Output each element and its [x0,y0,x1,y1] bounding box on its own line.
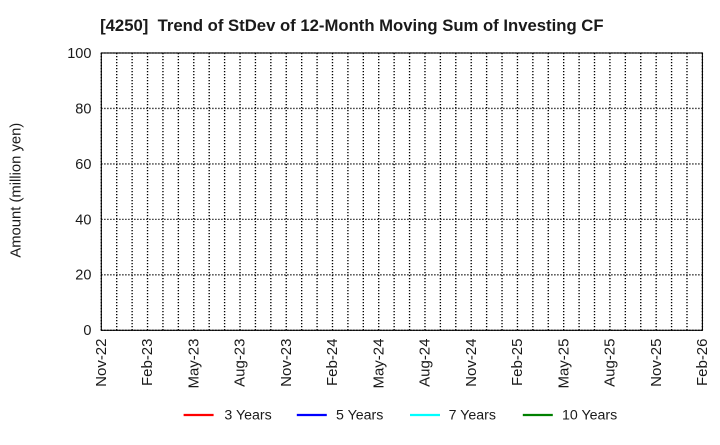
svg-text:0: 0 [83,323,91,339]
svg-text:[4250] Trend of StDev of 12-M: [4250] Trend of StDev of 12-Month Moving… [100,16,603,35]
svg-text:Nov-23: Nov-23 [278,339,295,387]
svg-text:40: 40 [75,212,91,228]
svg-text:Aug-23: Aug-23 [232,339,249,387]
svg-text:20: 20 [75,268,91,284]
svg-text:Feb-25: Feb-25 [509,339,526,387]
svg-text:May-23: May-23 [185,339,202,389]
svg-text:Amount (million yen): Amount (million yen) [9,123,25,258]
svg-text:7 Years: 7 Years [449,408,496,424]
svg-text:May-24: May-24 [370,339,387,389]
svg-text:Feb-23: Feb-23 [139,339,156,387]
svg-text:3 Years: 3 Years [224,408,271,424]
svg-text:60: 60 [75,157,91,173]
svg-text:Nov-24: Nov-24 [463,339,480,387]
svg-text:Nov-25: Nov-25 [648,339,665,387]
svg-text:Feb-24: Feb-24 [324,339,341,387]
svg-text:May-25: May-25 [555,339,572,389]
svg-text:Nov-22: Nov-22 [93,339,110,387]
svg-text:10 Years: 10 Years [562,408,617,424]
svg-text:Aug-24: Aug-24 [417,339,434,387]
svg-text:100: 100 [67,46,91,62]
svg-text:Feb-26: Feb-26 [694,339,711,387]
svg-text:5 Years: 5 Years [336,408,383,424]
svg-text:Aug-25: Aug-25 [602,339,619,387]
svg-text:80: 80 [75,101,91,117]
